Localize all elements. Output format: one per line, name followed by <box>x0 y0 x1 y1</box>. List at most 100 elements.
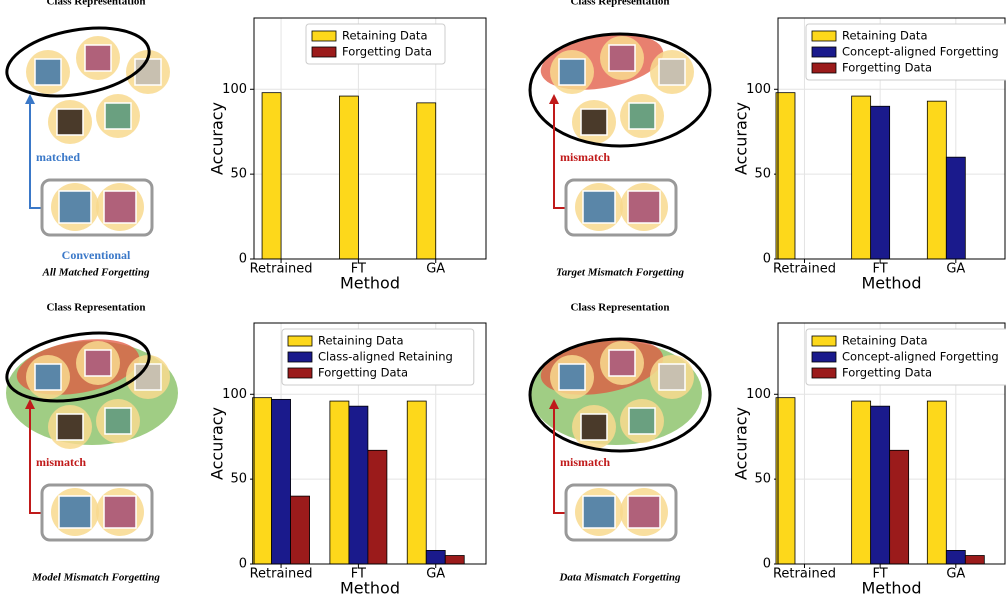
bar <box>926 400 947 565</box>
legend-swatch <box>811 335 837 347</box>
bar <box>870 405 891 565</box>
y-tick-label: 0 <box>239 557 247 572</box>
x-tick-label: GA <box>426 567 445 582</box>
bar <box>338 95 359 260</box>
face <box>34 58 62 86</box>
face <box>104 407 132 435</box>
face <box>582 495 616 529</box>
bar <box>945 550 966 565</box>
plot-frame <box>777 322 1006 565</box>
legend-label: Forgetting Data <box>842 366 932 380</box>
diagram: Class Representation mismatch Target Misma… <box>528 0 712 279</box>
face <box>628 102 656 130</box>
caption: Target Mismatch Forgetting <box>556 267 684 279</box>
face <box>58 495 92 529</box>
bar <box>889 449 910 565</box>
face <box>628 407 656 435</box>
arrow <box>553 100 566 209</box>
face <box>627 190 661 224</box>
y-tick-label: 100 <box>222 82 247 97</box>
arrow-head <box>25 399 35 409</box>
x-tick-label: GA <box>946 567 965 582</box>
arrow-label: mismatch <box>560 150 610 164</box>
face <box>627 495 661 529</box>
face <box>658 363 686 391</box>
x-tick-label: GA <box>946 262 965 277</box>
diagram-title: Class Representation <box>46 0 145 8</box>
y-tick-label: 100 <box>222 387 247 402</box>
class-boundary <box>528 32 712 148</box>
legend-box <box>281 328 475 386</box>
y-axis-label: Accuracy <box>732 407 751 480</box>
bar <box>406 400 427 565</box>
class-boundary <box>5 331 151 403</box>
legend-swatch <box>811 30 837 42</box>
diagram-title: Class Representation <box>570 302 669 314</box>
bar <box>261 92 282 260</box>
legend-label: Retaining Data <box>842 334 928 348</box>
x-tick-label: Retrained <box>250 567 313 582</box>
y-tick-label: 100 <box>746 82 771 97</box>
x-tick-label: FT <box>351 567 366 582</box>
x-tick-label: Retrained <box>773 262 836 277</box>
face <box>608 44 636 72</box>
arrow-head <box>549 399 559 409</box>
arrow-head <box>25 94 35 104</box>
bar <box>290 495 310 565</box>
legend-label: Retaining Data <box>842 29 928 43</box>
caption: Model Mismatch Forgetting <box>31 572 160 584</box>
legend-label: Concept-aligned Forgetting <box>842 45 999 59</box>
bar <box>775 397 796 565</box>
bar <box>775 92 796 260</box>
face <box>56 413 84 441</box>
y-tick-label: 50 <box>754 167 771 182</box>
arrow <box>553 405 566 514</box>
bar <box>851 400 872 565</box>
plot-frame <box>253 17 487 260</box>
arrow <box>29 405 42 514</box>
caption: All Matched Forgetting <box>42 267 150 279</box>
bar <box>870 105 891 260</box>
legend-label: Retaining Data <box>342 29 428 43</box>
x-axis-label: Method <box>340 579 400 598</box>
bar <box>329 400 350 565</box>
legend-swatch <box>311 30 337 42</box>
legend-label: Forgetting Data <box>318 366 408 380</box>
face <box>58 190 92 224</box>
diagram: Class Representation matched Conventional A… <box>5 0 170 279</box>
face <box>582 190 616 224</box>
bar <box>444 555 465 565</box>
legend-swatch <box>287 335 313 347</box>
bar <box>252 397 272 565</box>
y-tick-label: 0 <box>763 557 771 572</box>
face <box>104 102 132 130</box>
bar <box>271 398 291 565</box>
legend-swatch <box>287 351 313 363</box>
face <box>84 349 112 377</box>
plot-frame <box>253 322 487 565</box>
arrow <box>29 100 42 209</box>
class-boundary <box>528 337 712 453</box>
face <box>580 413 608 441</box>
y-tick-label: 50 <box>230 167 247 182</box>
diagram-title: Class Representation <box>46 302 145 314</box>
bar <box>851 95 872 260</box>
legend-box <box>805 328 1006 386</box>
class-boundary <box>5 26 151 98</box>
face <box>34 363 62 391</box>
face <box>558 363 586 391</box>
x-tick-label: FT <box>873 567 888 582</box>
diagram: Class Representation mismatch Model Mismat… <box>5 302 178 584</box>
legend-swatch <box>287 367 313 379</box>
legend-swatch <box>311 46 337 58</box>
caption: Data Mismatch Forgetting <box>558 572 681 584</box>
legend-swatch <box>811 46 837 58</box>
bar <box>964 555 985 565</box>
x-axis-label: Method <box>861 274 921 293</box>
legend-label: Retaining Data <box>318 334 404 348</box>
face <box>103 495 137 529</box>
legend-label: Concept-aligned Forgetting <box>842 350 999 364</box>
bar <box>425 550 446 565</box>
face <box>84 44 112 72</box>
